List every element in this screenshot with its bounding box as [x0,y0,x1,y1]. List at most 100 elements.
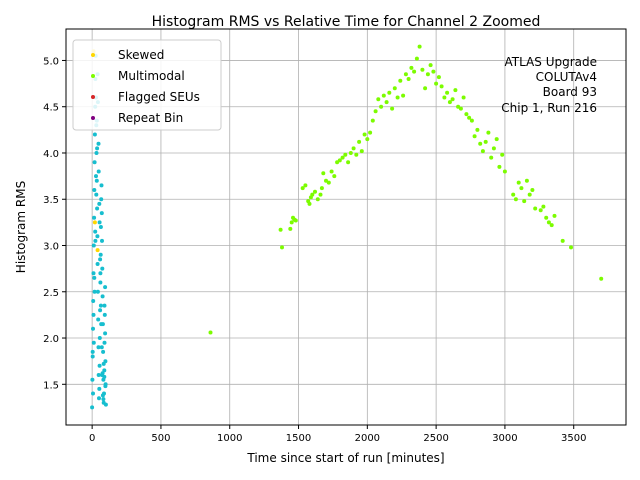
legend: Skewed Multimodal Flagged SEUs Repeat Bi… [72,39,222,131]
point-repeat-bin [98,252,103,257]
y-axis-label: Histogram RMS [14,181,28,273]
point-multimodal [467,115,472,120]
y-tick-label: 4.0 [43,149,59,160]
point-repeat-bin [96,141,101,146]
point-multimodal [303,183,308,188]
point-repeat-bin [93,238,98,243]
y-tick-label: 2.0 [43,334,59,345]
point-multimodal [376,97,381,102]
x-tick-label: 1500 [286,433,311,444]
point-repeat-bin [94,192,99,197]
point-repeat-bin [99,322,104,327]
point-multimodal [319,186,324,191]
point-multimodal [428,63,433,68]
legend-label-multimodal: Multimodal [118,69,185,83]
point-repeat-bin [91,391,95,396]
point-multimodal [469,118,474,123]
point-multimodal [450,97,455,102]
point-multimodal [431,69,436,74]
point-repeat-bin [98,225,103,229]
point-multimodal [442,95,447,100]
x-axis-ticks: 0 500 1000 1500 2000 2500 3000 3500 [89,425,586,444]
point-multimodal [340,155,345,160]
point-multimodal [329,169,334,174]
point-multimodal [516,180,521,185]
point-skewed [95,248,100,253]
x-tick-label: 2000 [355,433,380,444]
point-repeat-bin [99,345,104,350]
x-tick-label: 1000 [217,433,242,444]
point-multimodal [359,149,364,154]
point-repeat-bin [95,289,100,294]
point-multimodal [280,245,284,250]
point-repeat-bin [99,211,104,216]
point-repeat-bin [100,393,105,398]
point-multimodal [417,44,422,49]
point-multimodal [288,226,293,231]
point-multimodal [300,186,305,191]
point-repeat-bin [95,146,100,151]
x-axis-label: Time since start of run [minutes] [246,451,444,465]
point-multimodal [456,104,461,109]
y-tick-label: 3.5 [43,195,59,206]
point-repeat-bin [100,238,104,243]
point-repeat-bin [94,174,98,179]
legend-label-skewed: Skewed [118,48,164,62]
point-multimodal [365,137,370,142]
point-repeat-bin [98,271,103,276]
point-multimodal [357,139,362,144]
point-multimodal [321,171,326,176]
x-tick-label: 0 [89,433,95,444]
point-repeat-bin [98,280,103,285]
point-multimodal [560,238,565,243]
annotation-line-2: COLUTAv4 [536,70,597,84]
point-multimodal [519,186,524,191]
point-multimodal [544,215,549,220]
point-multimodal [533,206,538,211]
point-multimodal [326,180,331,185]
point-repeat-bin [90,377,95,382]
point-multimodal [445,90,450,95]
point-repeat-bin [92,160,97,165]
point-multimodal [403,72,408,77]
point-multimodal [310,192,315,197]
point-multimodal [527,192,532,197]
point-multimodal [461,95,466,100]
point-repeat-bin [99,183,104,188]
point-multimodal [480,149,485,154]
point-multimodal [208,330,213,335]
point-multimodal [549,223,554,228]
point-repeat-bin [96,345,101,350]
point-multimodal [379,104,384,109]
point-repeat-bin [94,151,99,155]
point-repeat-bin [95,206,100,211]
point-multimodal [395,95,400,100]
point-repeat-bin [90,349,95,354]
point-repeat-bin [97,396,101,401]
data-points [90,44,604,410]
point-multimodal [494,137,499,142]
y-tick-label: 2.5 [43,288,59,299]
point-multimodal [318,192,323,197]
annotation-line-1: ATLAS Upgrade [504,55,597,69]
point-repeat-bin [95,234,100,239]
point-repeat-bin [94,178,99,183]
x-tick-label: 500 [151,433,170,444]
point-repeat-bin [103,285,108,290]
point-multimodal [447,100,452,105]
point-multimodal [599,276,604,281]
point-skewed [92,220,97,225]
point-multimodal [373,109,378,114]
point-multimodal [409,65,414,70]
y-tick-label: 4.5 [43,103,59,114]
point-multimodal [425,72,430,77]
point-multimodal [483,139,488,144]
x-tick-label: 3000 [492,433,517,444]
point-repeat-bin [93,229,98,234]
point-multimodal [414,56,419,61]
point-multimodal [489,155,494,160]
y-axis-ticks: 1.5 2.0 2.5 3.0 3.5 4.0 4.5 5.0 [43,56,66,391]
point-repeat-bin [102,340,107,345]
point-repeat-bin [96,373,101,377]
